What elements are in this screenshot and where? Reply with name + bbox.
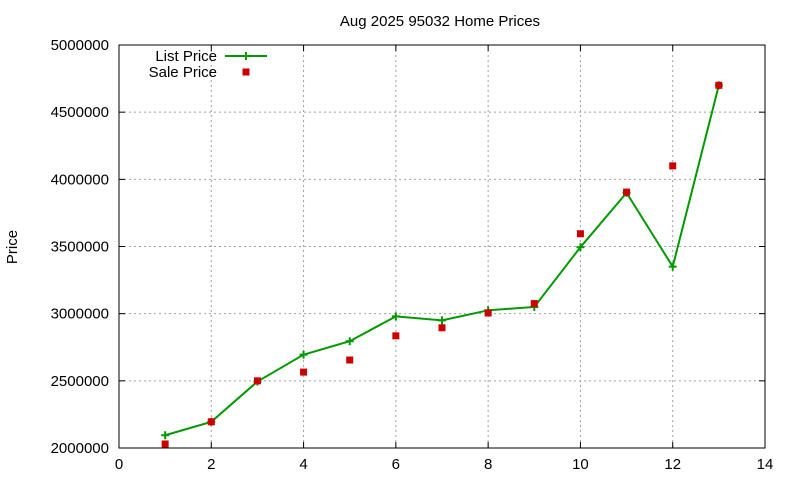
sale-price-point [576,230,584,238]
x-tick-label: 8 [484,456,492,473]
x-tick-label: 6 [392,456,400,473]
x-axis-ticks: 0 2 4 6 8 10 12 14 [115,45,774,473]
list-price-point [391,312,400,321]
legend-marker-sale-price [242,68,250,76]
sale-price-point [161,440,169,448]
sale-price-point [392,332,400,340]
legend-label-list-price: List Price [155,48,217,65]
x-tick-label: 4 [299,456,307,473]
y-tick-label: 2000000 [51,440,109,457]
list-price-point [668,262,677,271]
sale-price-point [438,324,446,332]
plot-series [161,81,723,448]
x-tick-label: 10 [572,456,589,473]
x-tick-label: 12 [664,456,681,473]
sale-price-point [484,309,492,317]
x-tick-label: 14 [757,456,774,473]
list-price-line [164,85,720,437]
y-tick-label: 3500000 [51,239,109,256]
y-axis-ticks: 2000000 2500000 3000000 3500000 4000000 45000… [51,37,765,457]
sale-price-point [715,81,723,89]
y-tick-label: 4500000 [51,104,109,121]
x-tick-label: 2 [207,456,215,473]
sale-price-point [253,377,261,385]
sale-price-point [207,418,215,426]
list-price-point [438,316,446,325]
chart-title: Aug 2025 95032 Home Prices [340,13,540,30]
list-price-point [299,350,308,359]
list-price-point [576,243,585,252]
sale-price-point [346,356,354,364]
y-tick-label: 4000000 [51,171,109,188]
list-price-point [345,337,354,346]
sale-price-point [300,368,308,376]
y-tick-label: 2500000 [51,373,109,390]
y-tick-label: 3000000 [51,306,109,323]
y-axis-label: Price [4,230,21,264]
grid-lines [119,45,765,448]
sale-price-point [669,162,677,170]
sale-price-point [623,188,631,196]
y-tick-label: 5000000 [51,37,109,54]
x-tick-label: 0 [115,456,123,473]
legend-label-sale-price: Sale Price [149,64,217,81]
sale-price-point [530,300,538,308]
list-price-point [161,431,170,440]
